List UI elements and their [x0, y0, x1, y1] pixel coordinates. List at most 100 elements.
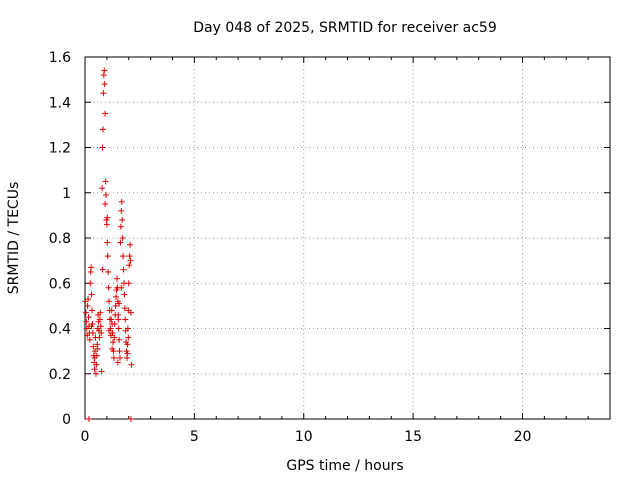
data-point: [96, 334, 103, 341]
axis-ticks: 0 5 10 15 20 0 0.2 0.4 0.6 0.8 1 1.2 1.4 1.6: [49, 50, 610, 445]
data-point: [124, 350, 131, 357]
x-tick-label: 10: [295, 429, 313, 445]
y-tick-label: 0.8: [49, 231, 71, 247]
data-point: [117, 354, 123, 361]
data-point: [104, 239, 111, 246]
data-points: [82, 67, 135, 422]
data-point: [98, 368, 105, 375]
data-point: [89, 307, 95, 314]
data-point: [127, 257, 134, 264]
data-point: [106, 327, 113, 334]
x-tick-label: 20: [514, 429, 532, 445]
data-point: [88, 291, 95, 298]
data-point: [114, 359, 121, 366]
data-point: [113, 293, 120, 300]
x-tick-label: 0: [81, 429, 90, 445]
data-point: [103, 221, 110, 228]
data-point: [105, 268, 112, 275]
data-point: [119, 235, 126, 241]
data-point: [124, 341, 131, 348]
data-point: [111, 334, 118, 341]
x-tick-label: 5: [190, 429, 199, 445]
data-point: [119, 216, 126, 223]
data-point: [83, 318, 90, 325]
data-point: [102, 178, 109, 185]
data-point: [97, 323, 104, 330]
data-point: [125, 334, 132, 341]
plot-frame: [84, 56, 611, 420]
data-point: [93, 361, 100, 368]
data-point: [127, 309, 134, 316]
data-point: [109, 330, 116, 337]
data-point: [89, 330, 96, 337]
data-point: [92, 370, 99, 377]
data-point: [128, 361, 135, 368]
data-point: [118, 284, 125, 291]
x-axis-label: GPS time / hours: [286, 458, 403, 474]
y-axis-label: SRMTID / TECUs: [6, 182, 22, 295]
data-point: [108, 307, 115, 314]
data-point: [121, 291, 128, 298]
data-point: [90, 343, 97, 350]
y-tick-label: 0.6: [49, 276, 71, 292]
data-point: [99, 185, 106, 192]
data-point: [127, 241, 134, 248]
data-point: [96, 316, 103, 323]
chart-title: Day 048 of 2025, SRMTID for receiver ac5…: [193, 20, 497, 36]
data-point: [91, 354, 98, 361]
data-point: [118, 207, 125, 214]
y-tick-label: 1.6: [49, 50, 71, 66]
data-point: [85, 296, 92, 303]
data-point: [82, 309, 89, 316]
data-point: [99, 126, 106, 133]
data-point: [103, 192, 109, 199]
data-point: [115, 325, 122, 332]
data-point: [126, 253, 133, 260]
data-point: [100, 90, 107, 97]
data-point: [127, 416, 134, 422]
data-point: [97, 309, 104, 316]
data-point: [118, 198, 125, 205]
data-point: [125, 280, 132, 287]
data-point: [84, 302, 91, 309]
data-point: [85, 314, 92, 321]
data-point: [116, 300, 123, 307]
data-point: [104, 253, 111, 260]
data-point: [116, 348, 123, 355]
data-point: [126, 262, 133, 269]
y-tick-label: 0.4: [49, 322, 71, 338]
grid-lines: [85, 57, 610, 419]
data-point: [99, 144, 106, 151]
data-point: [98, 330, 105, 337]
data-point: [117, 223, 124, 230]
data-point: [116, 336, 123, 343]
data-point: [88, 323, 95, 330]
data-point: [110, 354, 117, 361]
data-point: [108, 316, 115, 323]
data-point: [124, 325, 131, 332]
data-point: [117, 239, 124, 246]
x-tick-label: 15: [404, 429, 422, 445]
data-point: [102, 110, 109, 117]
data-point: [120, 253, 127, 260]
data-point: [102, 201, 109, 208]
data-point: [111, 320, 118, 327]
y-tick-label: 1.2: [49, 141, 71, 157]
data-point: [109, 345, 116, 352]
data-point: [115, 316, 122, 323]
data-point: [122, 316, 129, 323]
data-point: [110, 339, 116, 346]
data-point: [91, 366, 98, 373]
data-point: [121, 305, 128, 312]
data-point: [101, 81, 108, 88]
data-point: [87, 280, 94, 287]
data-point: [86, 336, 93, 343]
y-tick-label: 1: [62, 186, 71, 202]
data-point: [104, 214, 111, 221]
data-point: [105, 284, 112, 291]
data-point: [99, 266, 106, 273]
y-tick-label: 0.2: [49, 367, 71, 383]
y-tick-label: 1.4: [49, 95, 71, 111]
data-point: [94, 345, 101, 352]
